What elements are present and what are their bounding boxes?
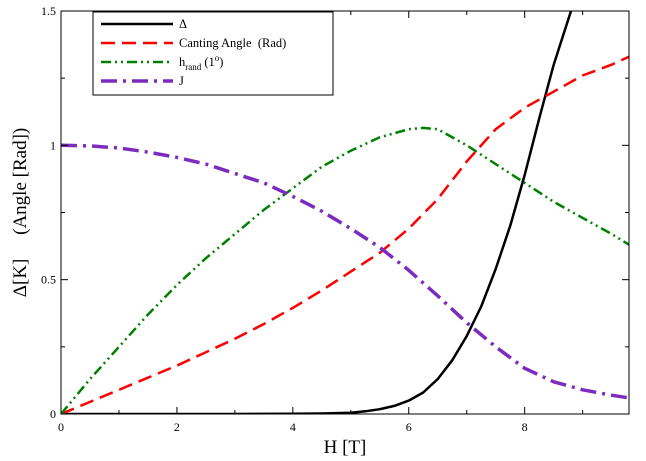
legend-hrand-open: (1 — [201, 55, 215, 69]
ticks-layer: 0 2 4 6 8 0 0.5 1 1.5 — [41, 4, 629, 434]
y-tick-label: 0 — [50, 407, 56, 421]
y-tick-label: 1.5 — [41, 4, 56, 18]
legend-label-delta: Δ — [179, 17, 187, 31]
y-axis-title: Δ[K] (Angle [Rad]) — [10, 128, 31, 297]
x-tick-label: 2 — [174, 420, 180, 434]
x-tick-label: 4 — [290, 420, 296, 434]
legend-box — [92, 11, 334, 96]
x-tick-label: 8 — [522, 420, 528, 434]
legend-hrand-sup: o — [215, 53, 220, 63]
legend-hrand-close: ) — [219, 55, 223, 69]
legend: Δ Canting Angle (Rad) hrand (1o) J — [92, 11, 334, 96]
x-axis-title: H [T] — [324, 437, 367, 458]
legend-label-canting: Canting Angle (Rad) — [179, 36, 286, 50]
legend-label-hrand: hrand (1o) — [179, 53, 223, 72]
legend-hrand-main: h — [179, 55, 186, 69]
legend-label-j: J — [179, 74, 184, 88]
y-tick-label: 0.5 — [41, 273, 56, 287]
y-tick-label: 1 — [50, 138, 56, 152]
series-line-2 — [61, 126, 629, 414]
legend-hrand-sub: rand — [185, 62, 201, 72]
series-line-1 — [61, 55, 629, 414]
x-tick-label: 6 — [406, 420, 412, 434]
series-line-3 — [61, 143, 629, 400]
x-tick-label: 0 — [58, 420, 64, 434]
